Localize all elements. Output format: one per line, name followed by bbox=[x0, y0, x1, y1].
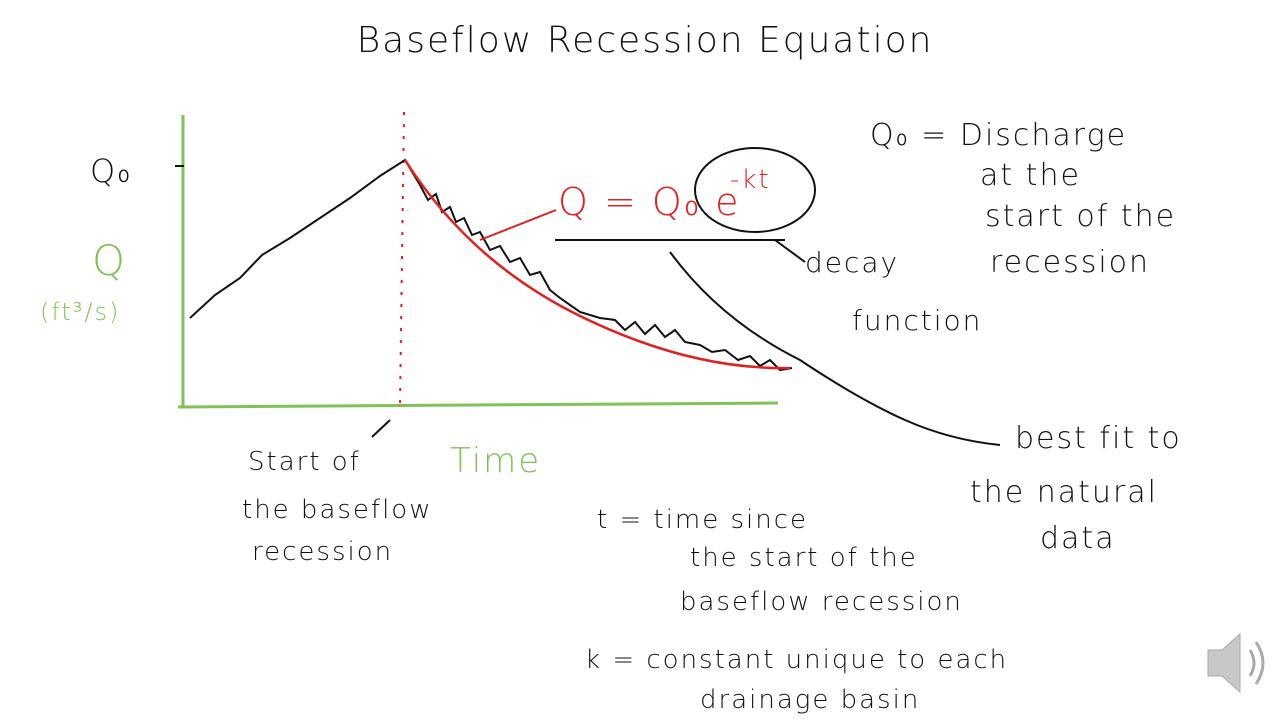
definition: recession bbox=[990, 245, 1150, 280]
definition: t = time since bbox=[597, 505, 808, 535]
best-fit-label: the natural bbox=[970, 475, 1158, 510]
fit-curve bbox=[403, 159, 791, 370]
definition: at the bbox=[980, 158, 1081, 193]
definition: Q₀ = Discharge bbox=[870, 118, 1127, 153]
definition: baseflow recession bbox=[680, 587, 963, 617]
start-note: the baseflow bbox=[242, 495, 432, 525]
definition: the start of the bbox=[690, 543, 918, 573]
start-note: recession bbox=[252, 537, 393, 567]
decay-pointer bbox=[774, 239, 806, 263]
speaker-icon bbox=[1207, 632, 1265, 694]
best-fit-label: best fit to bbox=[1015, 421, 1182, 456]
title: Baseflow Recession Equation bbox=[357, 20, 934, 61]
decay-circle bbox=[694, 147, 816, 233]
y-marker: Q₀ bbox=[90, 152, 132, 190]
y-unit: (ft³/s) bbox=[40, 298, 120, 326]
equation-exponent: -kt bbox=[730, 165, 771, 195]
definition: start of the bbox=[985, 199, 1176, 234]
best-fit-pointer bbox=[669, 251, 1001, 446]
best-fit-label: data bbox=[1040, 521, 1116, 556]
definition: drainage basin bbox=[700, 685, 920, 715]
definition: k = constant unique to each bbox=[585, 645, 1008, 675]
decay-label: decay bbox=[805, 246, 899, 279]
hydrograph bbox=[189, 158, 793, 372]
x-label: Time bbox=[450, 441, 541, 481]
start-pointer bbox=[371, 419, 391, 438]
x-axis bbox=[177, 401, 779, 409]
start-note: Start of bbox=[248, 447, 361, 477]
y-label: Q bbox=[92, 236, 127, 285]
equation: Q = Q₀ e bbox=[558, 180, 741, 224]
decay-label: function bbox=[852, 304, 982, 337]
equation-pointer bbox=[479, 209, 557, 241]
